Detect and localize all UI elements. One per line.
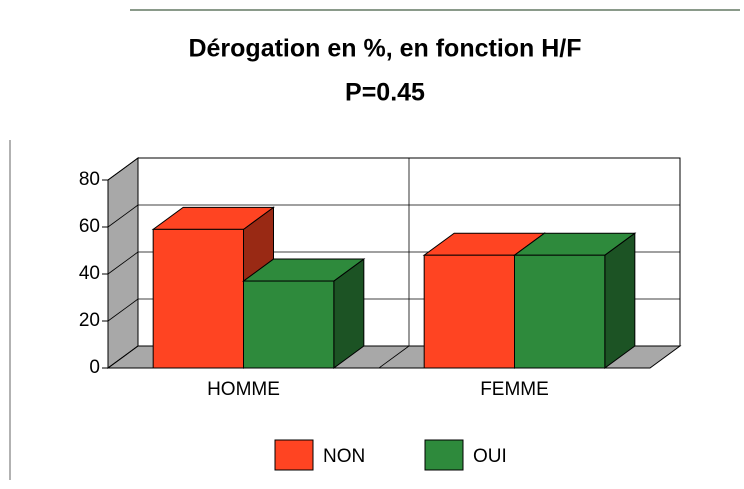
x-tick-label: HOMME: [207, 379, 280, 400]
bar-front: [152, 228, 245, 369]
y-tick-label: 60: [79, 216, 100, 237]
y-tick-label: 20: [79, 310, 100, 331]
bar-front: [243, 280, 335, 369]
bar: [241, 258, 366, 369]
grid-line-side: [107, 157, 139, 181]
y-tick-label: 80: [79, 169, 100, 190]
grid-line-side: [107, 298, 139, 322]
grid-line-side: [107, 345, 139, 369]
bar-front: [423, 254, 515, 369]
chart-subtitle: P=0.45: [345, 79, 425, 107]
legend-swatch: [424, 439, 464, 471]
bar-front: [514, 254, 606, 369]
bar-side: [604, 232, 636, 369]
chart-title: Dérogation en %, en fonction H/F: [188, 35, 581, 63]
grid-line-side: [107, 251, 139, 275]
y-tick-label: 40: [79, 263, 100, 284]
legend-swatch: [274, 439, 314, 471]
legend-label: OUI: [473, 446, 507, 467]
category-divider-floor: [378, 345, 410, 369]
x-tick-label: FEMME: [480, 379, 549, 400]
grid-line-side: [107, 204, 139, 228]
y-tick-label: 0: [89, 357, 100, 378]
bar: [512, 232, 637, 369]
legend-label: NON: [323, 446, 365, 467]
